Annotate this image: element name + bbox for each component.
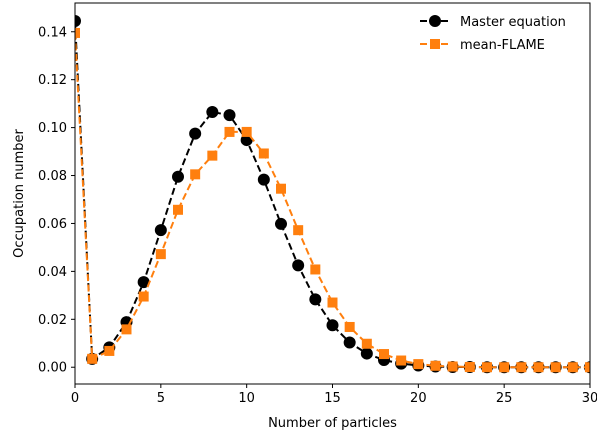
- data-point: [155, 249, 166, 260]
- data-point: [87, 353, 98, 364]
- data-point: [585, 362, 590, 373]
- legend: Master equation mean-FLAME: [420, 15, 566, 53]
- data-point: [275, 217, 287, 230]
- x-tick-label: 0: [71, 391, 79, 406]
- data-point: [396, 355, 407, 366]
- data-point: [173, 204, 183, 215]
- y-tick-label: 0.12: [38, 73, 67, 88]
- legend-entry: Master equation: [420, 15, 566, 30]
- y-tick-label: 0.14: [38, 25, 67, 40]
- data-point: [121, 324, 132, 335]
- y-tick-label: 0.08: [38, 169, 67, 184]
- data-point: [482, 362, 492, 373]
- data-point: [172, 170, 184, 183]
- data-point: [293, 225, 304, 236]
- x-axis-title: Number of particles: [268, 416, 397, 431]
- data-point: [499, 362, 510, 373]
- data-point: [550, 362, 561, 373]
- x-tick-label: 30: [582, 391, 597, 406]
- data-point: [533, 362, 544, 373]
- data-point: [413, 359, 424, 370]
- legend-label: mean-FLAME: [460, 38, 545, 53]
- data-point: [75, 27, 80, 38]
- data-point: [430, 360, 441, 371]
- x-tick-label: 10: [238, 391, 255, 406]
- data-point: [75, 14, 81, 27]
- series-line: [75, 32, 590, 369]
- legend-marker: [429, 15, 441, 27]
- data-point: [154, 224, 167, 237]
- legend-label: Master equation: [460, 15, 566, 30]
- data-point: [241, 126, 252, 137]
- data-point: [379, 349, 389, 360]
- data-point: [516, 362, 527, 373]
- data-point: [360, 347, 373, 360]
- legend-entry: mean-FLAME: [420, 38, 545, 53]
- data-point: [104, 345, 115, 356]
- data-point: [224, 126, 235, 137]
- data-point: [464, 361, 475, 372]
- data-point: [276, 183, 286, 194]
- series-mean-flame: [75, 27, 590, 373]
- x-tick-label: 25: [496, 391, 513, 406]
- data-point: [567, 362, 578, 373]
- data-point: [138, 291, 149, 302]
- y-tick-label: 0.02: [38, 313, 67, 328]
- x-tick-label: 5: [157, 391, 165, 406]
- data-point: [292, 259, 305, 272]
- data-point: [258, 148, 269, 159]
- y-axis: 0.00 0.02 0.04 0.06 0.08 0.10 0.12 0.14: [38, 25, 75, 376]
- series-master-equation: [75, 14, 590, 374]
- data-point: [189, 127, 202, 140]
- data-point: [190, 169, 201, 180]
- data-point: [361, 338, 372, 349]
- data-point: [343, 336, 356, 349]
- data-point: [310, 264, 321, 275]
- data-point: [206, 106, 219, 119]
- data-point: [309, 293, 322, 306]
- data-point: [326, 319, 339, 332]
- data-point: [137, 276, 150, 289]
- x-axis: 0 5 10 15 20 25 30: [71, 384, 597, 406]
- y-tick-label: 0.06: [38, 217, 67, 232]
- x-tick-label: 15: [324, 391, 341, 406]
- data-point: [327, 297, 338, 308]
- legend-marker: [430, 39, 440, 49]
- x-tick-label: 20: [410, 391, 427, 406]
- data-point: [344, 321, 355, 332]
- y-tick-label: 0.10: [38, 121, 67, 136]
- data-point: [257, 173, 270, 186]
- series-line: [75, 20, 590, 369]
- data-point: [207, 150, 218, 161]
- y-axis-title: Occupation number: [12, 128, 27, 257]
- data-point: [447, 361, 458, 372]
- y-tick-label: 0.04: [38, 265, 67, 280]
- y-tick-label: 0.00: [38, 361, 67, 376]
- data-point: [223, 109, 236, 122]
- series-layer: [75, 14, 590, 374]
